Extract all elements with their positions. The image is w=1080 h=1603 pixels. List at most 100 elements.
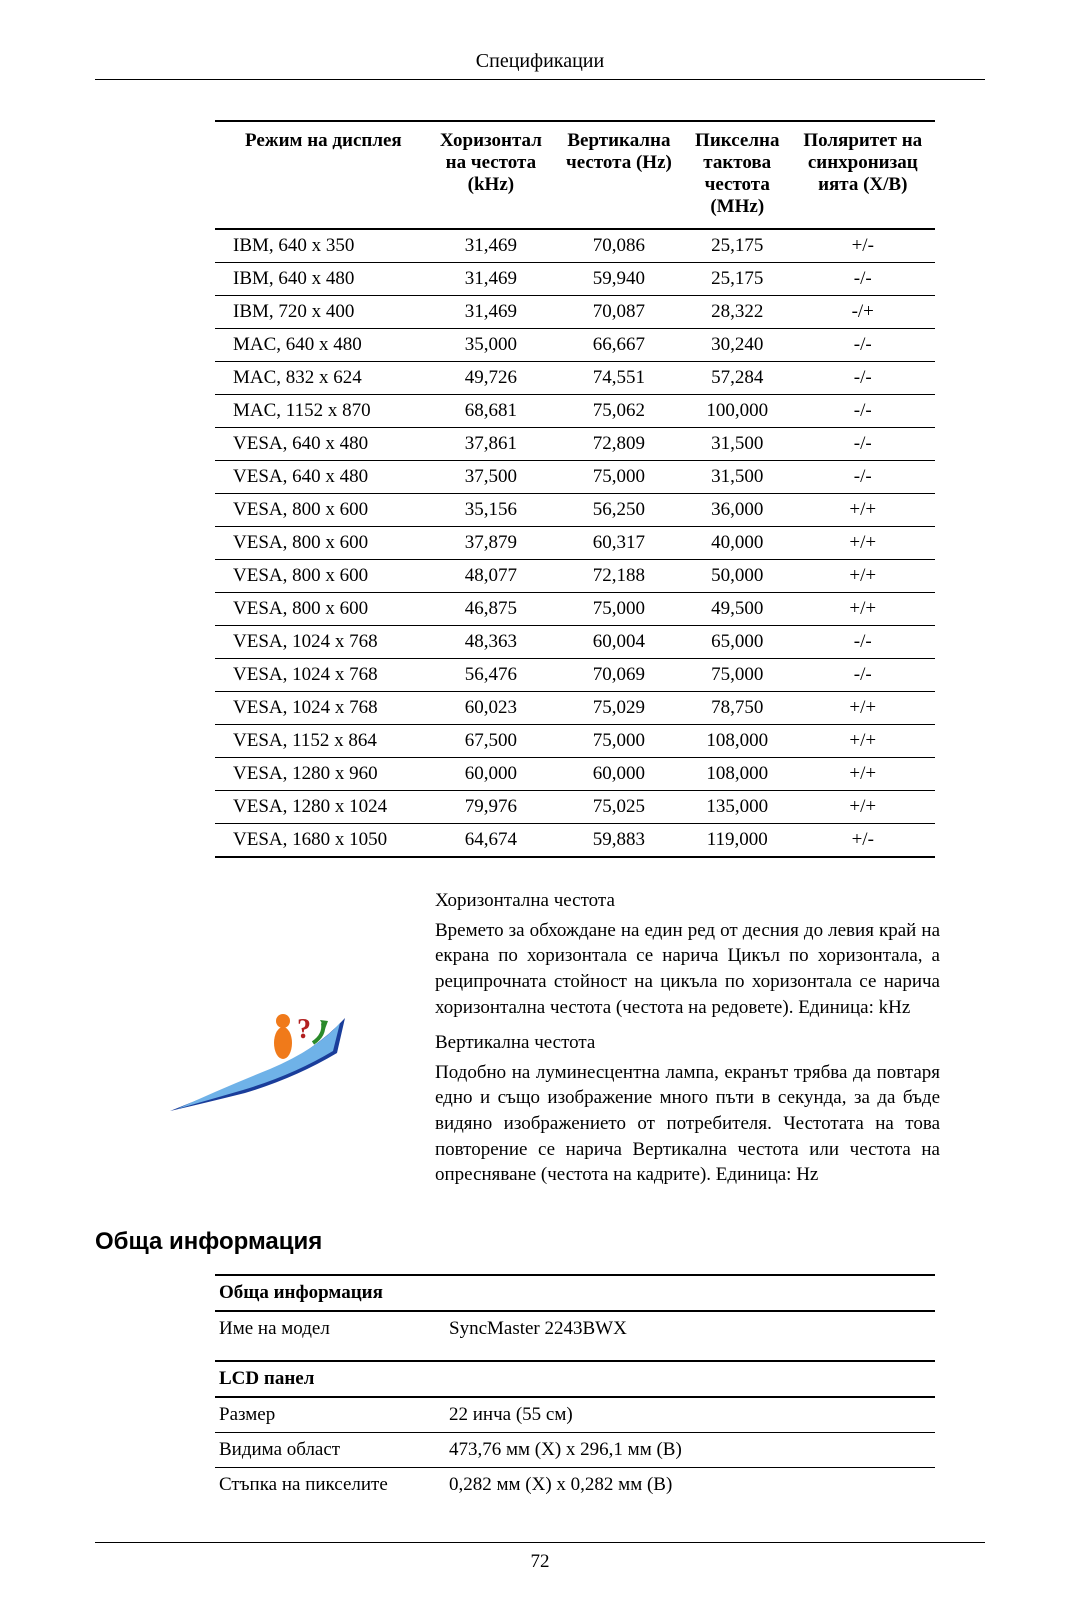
table-cell: 60,000 — [554, 758, 684, 791]
table-cell: 75,000 — [554, 725, 684, 758]
table-row: VESA, 800 x 60037,87960,31740,000+/+ — [215, 527, 935, 560]
table-row: MAC, 832 x 62449,72674,55157,284-/- — [215, 362, 935, 395]
table-cell: 75,062 — [554, 395, 684, 428]
table-cell: 75,000 — [554, 461, 684, 494]
table-row: VESA, 1280 x 102479,97675,025135,000+/+ — [215, 791, 935, 824]
table-cell: 72,809 — [554, 428, 684, 461]
table-row: VESA, 1280 x 96060,00060,000108,000+/+ — [215, 758, 935, 791]
table-cell: 46,875 — [428, 593, 554, 626]
spec-table: Режим на дисплея Хоризонтал на честота (… — [215, 120, 935, 858]
table-cell: IBM, 640 x 480 — [215, 263, 428, 296]
table-cell: +/- — [791, 824, 936, 858]
table-cell: -/- — [791, 626, 936, 659]
table-row: VESA, 1024 x 76860,02375,02978,750+/+ — [215, 692, 935, 725]
table-cell: 70,087 — [554, 296, 684, 329]
table-cell: -/- — [791, 263, 936, 296]
info-block: ? Хоризонтална честота Времето за обхожд… — [95, 888, 985, 1198]
pixel-pitch-label: Стъпка на пикселите — [215, 1468, 445, 1503]
table-cell: 28,322 — [684, 296, 791, 329]
group-general: Обща информация — [215, 1275, 935, 1311]
table-cell: VESA, 1024 x 768 — [215, 626, 428, 659]
table-cell: 31,469 — [428, 263, 554, 296]
table-cell: 49,500 — [684, 593, 791, 626]
table-cell: 59,940 — [554, 263, 684, 296]
table-cell: +/+ — [791, 692, 936, 725]
model-name-label: Име на модел — [215, 1311, 445, 1346]
table-cell: VESA, 800 x 600 — [215, 560, 428, 593]
spec-col-hfreq: Хоризонтал на честота (kHz) — [428, 121, 554, 229]
table-row: MAC, 1152 x 87068,68175,062100,000-/- — [215, 395, 935, 428]
table-cell: 57,284 — [684, 362, 791, 395]
table-cell: VESA, 1280 x 1024 — [215, 791, 428, 824]
table-row: VESA, 1024 x 76848,36360,00465,000-/- — [215, 626, 935, 659]
table-cell: 119,000 — [684, 824, 791, 858]
model-name-value: SyncMaster 2243BWX — [445, 1311, 935, 1346]
table-cell: 35,000 — [428, 329, 554, 362]
info-hfreq-title: Хоризонтална честота — [435, 888, 940, 914]
size-value: 22 инча (55 см) — [445, 1397, 935, 1433]
table-cell: 36,000 — [684, 494, 791, 527]
info-vfreq-text: Подобно на луминесцентна лампа, екранът … — [435, 1060, 940, 1188]
table-row: IBM, 640 x 35031,46970,08625,175+/- — [215, 229, 935, 263]
table-row: VESA, 640 x 48037,86172,80931,500-/- — [215, 428, 935, 461]
page-number: 72 — [531, 1551, 550, 1572]
table-cell: -/- — [791, 395, 936, 428]
table-cell: VESA, 640 x 480 — [215, 461, 428, 494]
info-hfreq-text: Времето за обхождане на един ред от десн… — [435, 918, 940, 1021]
table-cell: -/- — [791, 461, 936, 494]
table-cell: 108,000 — [684, 725, 791, 758]
table-cell: 35,156 — [428, 494, 554, 527]
table-cell: IBM, 720 x 400 — [215, 296, 428, 329]
table-cell: 75,025 — [554, 791, 684, 824]
table-cell: 135,000 — [684, 791, 791, 824]
table-cell: VESA, 1152 x 864 — [215, 725, 428, 758]
table-cell: 25,175 — [684, 229, 791, 263]
table-cell: MAC, 832 x 624 — [215, 362, 428, 395]
spec-col-polarity: Поляритет на синхронизац ията (Х/В) — [791, 121, 936, 229]
table-cell: 75,000 — [554, 593, 684, 626]
spec-col-vfreq: Вертикална честота (Hz) — [554, 121, 684, 229]
table-cell: 108,000 — [684, 758, 791, 791]
table-cell: 74,551 — [554, 362, 684, 395]
visible-area-value: 473,76 мм (Х) x 296,1 мм (В) — [445, 1433, 935, 1468]
table-cell: 56,476 — [428, 659, 554, 692]
table-cell: 37,861 — [428, 428, 554, 461]
table-cell: 60,317 — [554, 527, 684, 560]
table-cell: MAC, 1152 x 870 — [215, 395, 428, 428]
table-row: IBM, 720 x 40031,46970,08728,322-/+ — [215, 296, 935, 329]
table-cell: 66,667 — [554, 329, 684, 362]
table-cell: -/- — [791, 362, 936, 395]
table-cell: +/- — [791, 229, 936, 263]
table-cell: 31,469 — [428, 229, 554, 263]
table-cell: -/+ — [791, 296, 936, 329]
table-cell: 79,976 — [428, 791, 554, 824]
table-row: VESA, 1024 x 76856,47670,06975,000-/- — [215, 659, 935, 692]
table-cell: 56,250 — [554, 494, 684, 527]
table-row: VESA, 800 x 60048,07772,18850,000+/+ — [215, 560, 935, 593]
table-cell: 48,363 — [428, 626, 554, 659]
table-cell: 60,000 — [428, 758, 554, 791]
table-cell: 60,023 — [428, 692, 554, 725]
table-cell: 72,188 — [554, 560, 684, 593]
table-cell: 70,069 — [554, 659, 684, 692]
spec-col-mode: Режим на дисплея — [215, 121, 428, 229]
table-cell: 30,240 — [684, 329, 791, 362]
table-cell: VESA, 1024 x 768 — [215, 659, 428, 692]
table-cell: 31,500 — [684, 461, 791, 494]
table-cell: VESA, 800 x 600 — [215, 494, 428, 527]
table-cell: -/- — [791, 329, 936, 362]
table-cell: 67,500 — [428, 725, 554, 758]
table-cell: +/+ — [791, 725, 936, 758]
table-cell: VESA, 640 x 480 — [215, 428, 428, 461]
table-cell: 75,000 — [684, 659, 791, 692]
table-cell: +/+ — [791, 494, 936, 527]
visible-area-label: Видима област — [215, 1433, 445, 1468]
table-cell: 48,077 — [428, 560, 554, 593]
info-icon-column: ? — [95, 888, 435, 1198]
section-heading-general: Обща информация — [95, 1228, 985, 1256]
spec-col-pixclk: Пикселна тактова честота (MHz) — [684, 121, 791, 229]
table-row: VESA, 1680 x 105064,67459,883119,000+/- — [215, 824, 935, 858]
table-cell: 31,469 — [428, 296, 554, 329]
svg-text:?: ? — [297, 1014, 311, 1045]
table-cell: 78,750 — [684, 692, 791, 725]
